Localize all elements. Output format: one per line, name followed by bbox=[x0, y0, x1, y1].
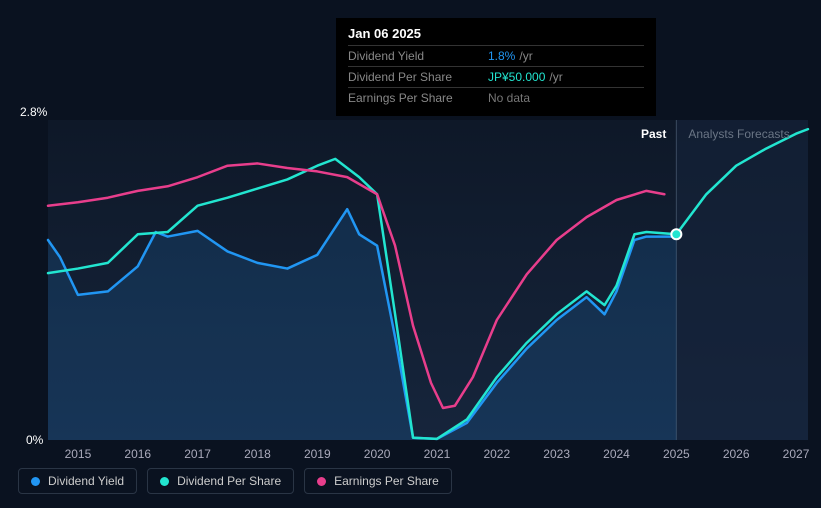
tooltip-date: Jan 06 2025 bbox=[348, 26, 644, 41]
svg-text:0%: 0% bbox=[26, 433, 44, 447]
tooltip-row-label: Dividend Yield bbox=[348, 49, 488, 63]
dividend-chart: 2.8% 0% 2015 2016 2017 2018 2019 2020 2021 2022 20… bbox=[0, 0, 821, 508]
legend-dot-icon bbox=[31, 477, 40, 486]
svg-text:2025: 2025 bbox=[663, 447, 690, 461]
svg-text:2.8%: 2.8% bbox=[20, 105, 48, 119]
svg-text:2021: 2021 bbox=[424, 447, 451, 461]
legend-item[interactable]: Dividend Per Share bbox=[147, 468, 294, 494]
svg-text:2020: 2020 bbox=[364, 447, 391, 461]
svg-text:2015: 2015 bbox=[65, 447, 92, 461]
tooltip-row-unit: /yr bbox=[549, 70, 562, 84]
svg-text:2022: 2022 bbox=[483, 447, 510, 461]
chart-tooltip: Jan 06 2025 Dividend Yield1.8%/yrDividen… bbox=[336, 18, 656, 116]
tooltip-row-unit: /yr bbox=[519, 49, 532, 63]
tooltip-row: Dividend Per ShareJP¥50.000/yr bbox=[348, 66, 644, 87]
tooltip-row-value: 1.8% bbox=[488, 49, 515, 63]
tooltip-row: Dividend Yield1.8% /yr bbox=[348, 45, 644, 66]
tooltip-row-label: Dividend Per Share bbox=[348, 70, 488, 84]
svg-text:2017: 2017 bbox=[184, 447, 211, 461]
legend-dot-icon bbox=[160, 477, 169, 486]
svg-text:2024: 2024 bbox=[603, 447, 630, 461]
tooltip-row: Earnings Per ShareNo data bbox=[348, 87, 644, 108]
svg-text:2016: 2016 bbox=[124, 447, 151, 461]
tooltip-row-label: Earnings Per Share bbox=[348, 91, 488, 105]
svg-text:2018: 2018 bbox=[244, 447, 271, 461]
svg-text:2019: 2019 bbox=[304, 447, 331, 461]
svg-text:2027: 2027 bbox=[783, 447, 810, 461]
legend-item[interactable]: Earnings Per Share bbox=[304, 468, 452, 494]
tooltip-row-value: JP¥50.000 bbox=[488, 70, 545, 84]
svg-text:2023: 2023 bbox=[543, 447, 570, 461]
legend-dot-icon bbox=[317, 477, 326, 486]
legend-item-label: Dividend Yield bbox=[48, 474, 124, 488]
svg-text:Past: Past bbox=[641, 127, 666, 141]
legend-item-label: Earnings Per Share bbox=[334, 474, 439, 488]
legend-item[interactable]: Dividend Yield bbox=[18, 468, 137, 494]
chart-legend: Dividend Yield Dividend Per Share Earnings… bbox=[18, 468, 452, 494]
svg-text:Analysts Forecasts: Analysts Forecasts bbox=[688, 127, 789, 141]
svg-text:2026: 2026 bbox=[723, 447, 750, 461]
tooltip-row-value: No data bbox=[488, 91, 530, 105]
legend-item-label: Dividend Per Share bbox=[177, 474, 281, 488]
